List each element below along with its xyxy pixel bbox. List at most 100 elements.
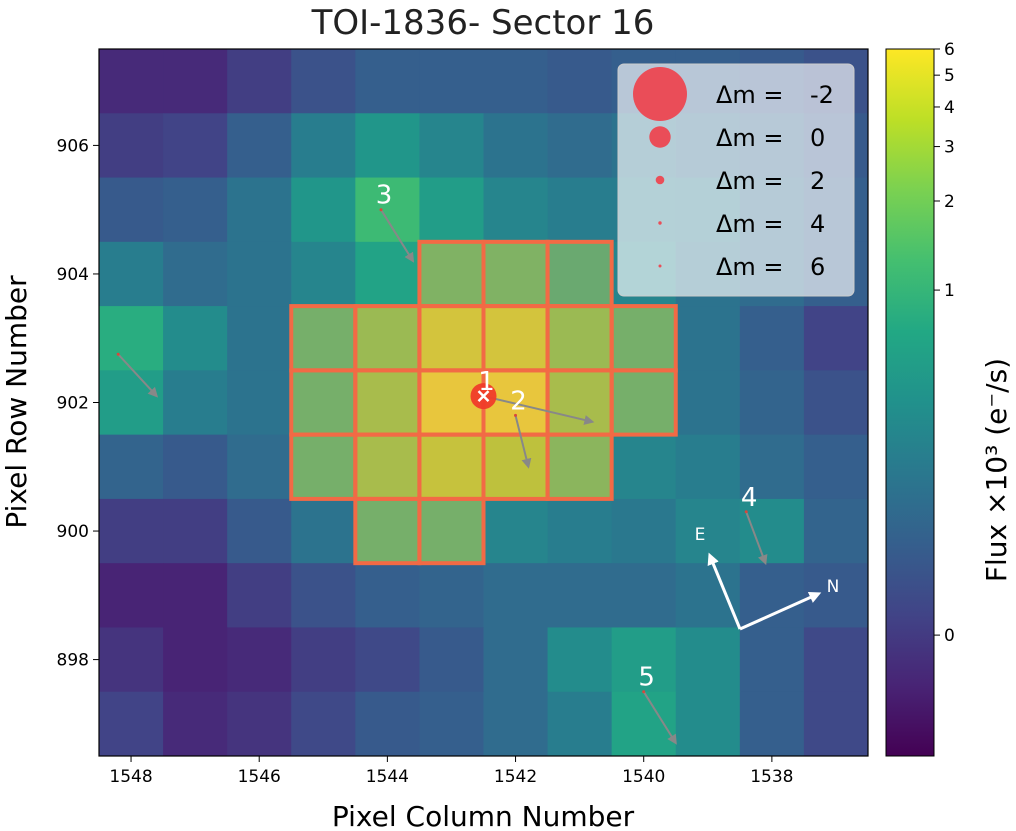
heatmap-cell bbox=[547, 241, 613, 307]
star-marker bbox=[116, 352, 120, 356]
heatmap-cell bbox=[803, 370, 868, 436]
heatmap-cell bbox=[483, 563, 549, 629]
heatmap-cell bbox=[611, 563, 677, 629]
heatmap-cell bbox=[419, 434, 485, 500]
aperture-pixel bbox=[545, 368, 614, 437]
heatmap-cell bbox=[99, 113, 164, 179]
heatmap-cell bbox=[675, 306, 741, 371]
heatmap-cell bbox=[547, 563, 613, 629]
colorbar-tick-label: 3 bbox=[944, 138, 955, 158]
heatmap-cell bbox=[355, 563, 421, 629]
colorbar-tick-label: 6 bbox=[944, 40, 955, 60]
aperture-pixel bbox=[289, 304, 358, 373]
heatmap-cell bbox=[483, 306, 549, 371]
heatmap-cell bbox=[355, 370, 421, 436]
heatmap-cell bbox=[739, 370, 805, 436]
heatmap-cell bbox=[291, 691, 356, 756]
heatmap-cell bbox=[99, 563, 164, 629]
star-marker bbox=[744, 510, 748, 514]
heatmap-cell bbox=[611, 498, 677, 564]
heatmap-cell bbox=[163, 691, 228, 756]
x-tick-label: 1544 bbox=[366, 767, 409, 787]
heatmap-cell bbox=[99, 498, 164, 564]
heatmap-cell bbox=[163, 177, 228, 243]
star-marker bbox=[379, 208, 383, 212]
heatmap-cell bbox=[227, 434, 292, 500]
heatmap-cell bbox=[419, 563, 485, 629]
legend-marker bbox=[649, 126, 671, 148]
proper-motion-arrow bbox=[117, 353, 159, 398]
star-markers bbox=[116, 208, 748, 694]
heatmap-cell bbox=[483, 434, 549, 500]
legend-value: 4 bbox=[810, 210, 825, 238]
heatmap-cell bbox=[739, 691, 805, 756]
heatmap-cell bbox=[547, 434, 613, 500]
star-label: 4 bbox=[741, 483, 758, 513]
aperture-pixel bbox=[545, 239, 614, 309]
heatmap-cell bbox=[803, 306, 868, 371]
star-label: 5 bbox=[638, 663, 655, 693]
y-axis-title: Pixel Row Number bbox=[0, 275, 33, 529]
heatmap-cell bbox=[483, 177, 549, 243]
heatmap-cell bbox=[355, 691, 421, 756]
heatmap-cell bbox=[163, 113, 228, 179]
heatmap-cell bbox=[355, 306, 421, 371]
aperture-pixel bbox=[353, 496, 422, 566]
heatmap-cell bbox=[99, 691, 164, 756]
heatmap-cell bbox=[739, 306, 805, 371]
star-labels: 12 3 4 5 bbox=[376, 181, 758, 693]
heatmap-cell bbox=[675, 370, 741, 436]
legend-value: 0 bbox=[810, 124, 825, 152]
aperture-pixel bbox=[353, 304, 422, 373]
y-tick-label: 898 bbox=[57, 651, 89, 671]
heatmap-cell bbox=[163, 434, 228, 500]
heatmap-cell bbox=[227, 691, 292, 756]
heatmap-cell bbox=[227, 370, 292, 436]
heatmap-cell bbox=[547, 691, 613, 756]
compass-north-arrow bbox=[739, 591, 822, 631]
heatmap-cell bbox=[99, 49, 164, 114]
proper-motion-arrow bbox=[642, 691, 677, 745]
heatmap-cell bbox=[547, 498, 613, 564]
proper-motion-arrow bbox=[380, 209, 415, 263]
legend-marker bbox=[633, 67, 687, 121]
y-axis: 906 904 902 900 898 bbox=[57, 136, 99, 671]
legend-marker bbox=[658, 264, 662, 268]
heatmap-cell bbox=[739, 434, 805, 500]
chart-title: TOI-1836- Sector 16 bbox=[311, 3, 655, 43]
proper-motion-arrows bbox=[117, 209, 768, 745]
colorbar-tick-label: 4 bbox=[944, 98, 955, 118]
compass-east-arrow bbox=[707, 552, 742, 630]
heatmap-cell bbox=[291, 306, 356, 371]
heatmap-cell bbox=[227, 627, 292, 693]
heatmap-cell bbox=[675, 434, 741, 500]
heatmap-cell bbox=[419, 49, 485, 114]
heatmap-cell bbox=[291, 498, 356, 564]
heatmap-cell bbox=[227, 241, 292, 307]
heatmap-cell bbox=[547, 306, 613, 371]
heatmap-cell bbox=[355, 241, 421, 307]
heatmap-cell bbox=[675, 691, 741, 756]
legend-value: 6 bbox=[810, 253, 825, 281]
x-axis-title: Pixel Column Number bbox=[332, 800, 635, 831]
heatmap-cell bbox=[99, 306, 164, 371]
star-label: 3 bbox=[376, 181, 393, 211]
heatmap-cell bbox=[483, 49, 549, 114]
heatmap-cell bbox=[355, 113, 421, 179]
heatmap-cell bbox=[355, 177, 421, 243]
heatmap-cell bbox=[291, 627, 356, 693]
heatmap-cell bbox=[419, 691, 485, 756]
legend-marker bbox=[655, 175, 665, 185]
colorbar-tick-label: 1 bbox=[944, 281, 955, 301]
x-axis: 1548 1546 1544 1542 1540 1538 bbox=[109, 756, 794, 787]
x-tick-label: 1546 bbox=[238, 767, 281, 787]
proper-motion-arrow bbox=[745, 511, 768, 566]
aperture-pixel bbox=[545, 304, 614, 373]
heatmap-cell bbox=[483, 241, 549, 307]
colorbar-tick-label: 5 bbox=[944, 66, 955, 86]
heatmap-cell bbox=[227, 49, 292, 114]
legend-symbol: Δm = bbox=[716, 167, 784, 195]
heatmap-cell bbox=[483, 498, 549, 564]
colorbar-tick-label: 0 bbox=[944, 626, 955, 646]
aperture-pixel bbox=[289, 368, 358, 437]
